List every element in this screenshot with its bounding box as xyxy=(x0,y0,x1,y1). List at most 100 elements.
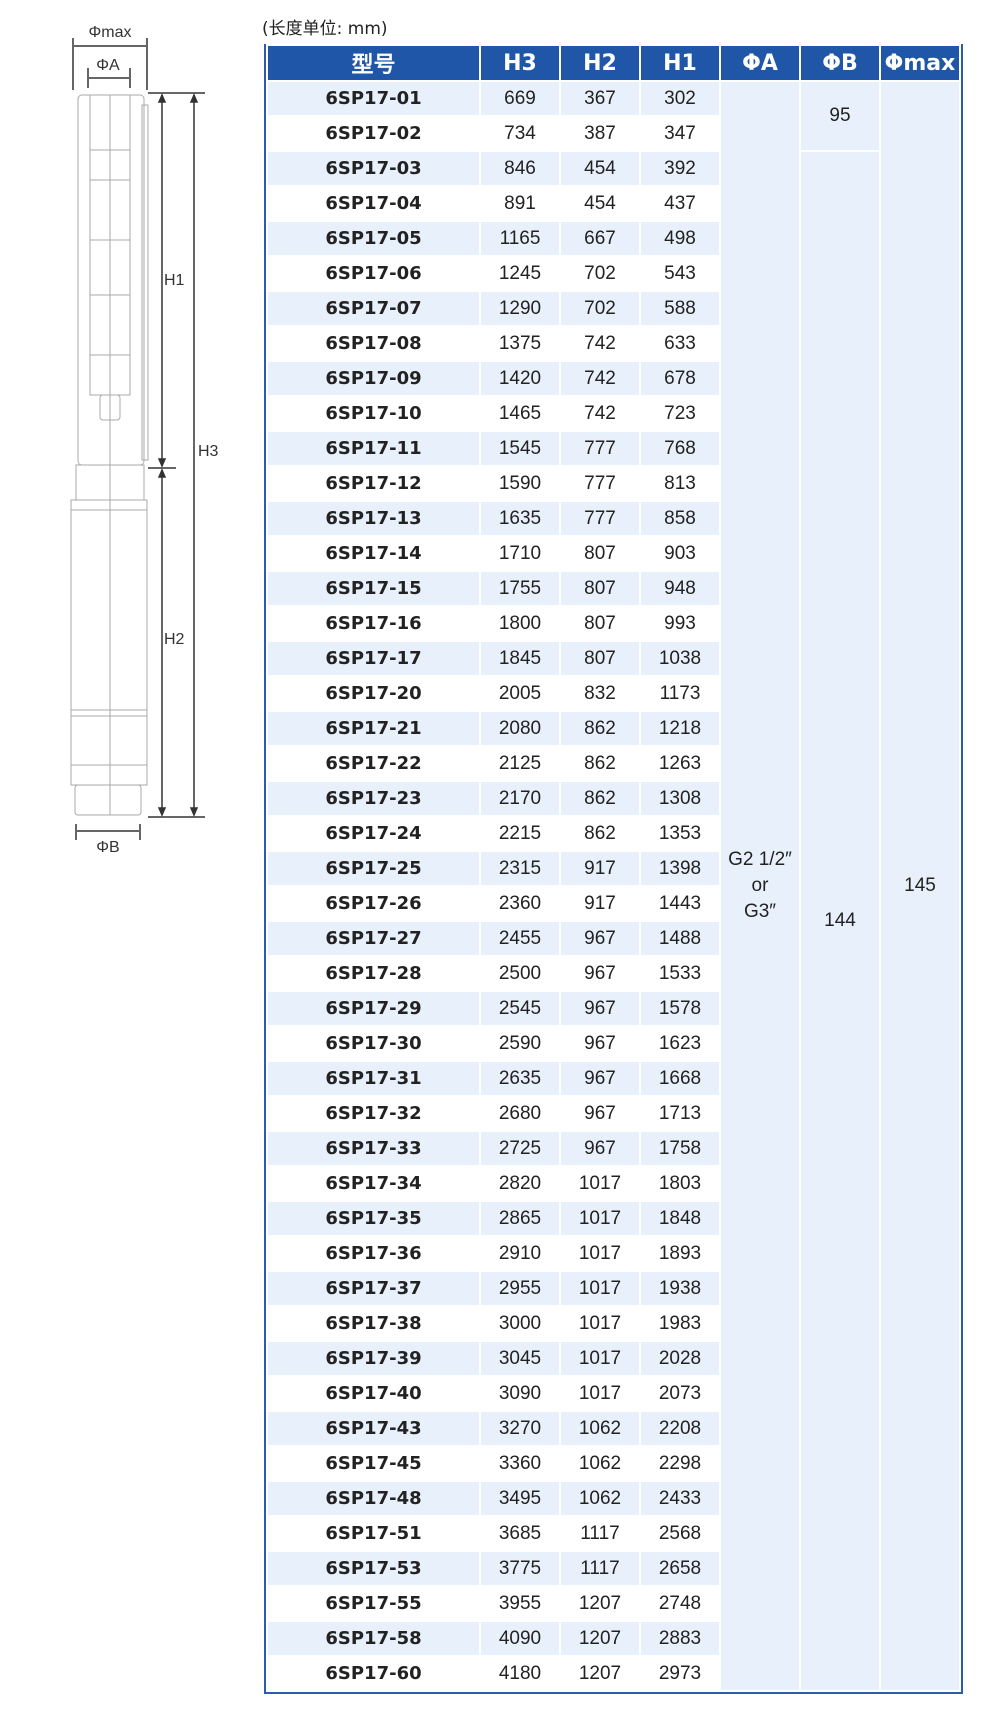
cell-h1: 1713 xyxy=(641,1097,719,1130)
cell-model: 6SP17-33 xyxy=(268,1132,479,1165)
cell-h2: 1017 xyxy=(561,1272,639,1305)
table-row: 6SP17-58 4090 1207 2883 xyxy=(268,1622,959,1655)
cell-h3: 2170 xyxy=(481,782,559,815)
table-row: 6SP17-20 2005 832 1173 xyxy=(268,677,959,710)
cell-model: 6SP17-29 xyxy=(268,992,479,1025)
cell-h2: 1017 xyxy=(561,1307,639,1340)
cell-h3: 3955 xyxy=(481,1587,559,1620)
cell-h1: 858 xyxy=(641,502,719,535)
table-row: 6SP17-09 1420 742 678 xyxy=(268,362,959,395)
cell-h3: 2725 xyxy=(481,1132,559,1165)
header-h3: H3 xyxy=(481,46,559,80)
phi-a-label: ΦA xyxy=(96,57,120,74)
cell-h2: 917 xyxy=(561,852,639,885)
cell-h3: 2865 xyxy=(481,1202,559,1235)
cell-phi-a: G2 1/2″ or G3″ xyxy=(721,82,799,1690)
cell-h3: 3685 xyxy=(481,1517,559,1550)
cell-h1: 2298 xyxy=(641,1447,719,1480)
cell-h3: 2545 xyxy=(481,992,559,1025)
table-row: 6SP17-23 2170 862 1308 xyxy=(268,782,959,815)
cell-h2: 1017 xyxy=(561,1342,639,1375)
table-row: 6SP17-38 3000 1017 1983 xyxy=(268,1307,959,1340)
cell-model: 6SP17-40 xyxy=(268,1377,479,1410)
cell-h3: 2360 xyxy=(481,887,559,920)
cell-h1: 1038 xyxy=(641,642,719,675)
cell-phi-b: 144 xyxy=(801,152,879,1690)
table-row: 6SP17-51 3685 1117 2568 xyxy=(268,1517,959,1550)
phi-a-text: or xyxy=(751,875,769,896)
cell-h1: 2433 xyxy=(641,1482,719,1515)
cell-model: 6SP17-39 xyxy=(268,1342,479,1375)
cell-h3: 3000 xyxy=(481,1307,559,1340)
cell-h1: 2028 xyxy=(641,1342,719,1375)
cell-h3: 1420 xyxy=(481,362,559,395)
cell-h3: 2635 xyxy=(481,1062,559,1095)
cell-h2: 454 xyxy=(561,152,639,185)
cell-h1: 1353 xyxy=(641,817,719,850)
phi-a-text: G2 1/2″ xyxy=(728,849,792,870)
cell-h3: 1545 xyxy=(481,432,559,465)
cell-h1: 588 xyxy=(641,292,719,325)
pump-dimension-diagram: Φmax ΦA ΦB H1 H2 H3 xyxy=(70,24,219,856)
cell-model: 6SP17-34 xyxy=(268,1167,479,1200)
cell-h2: 807 xyxy=(561,537,639,570)
cell-model: 6SP17-30 xyxy=(268,1027,479,1060)
cell-h1: 2658 xyxy=(641,1552,719,1585)
cell-h2: 387 xyxy=(561,117,639,150)
cell-h3: 3360 xyxy=(481,1447,559,1480)
cell-h2: 1117 xyxy=(561,1517,639,1550)
cell-h1: 1398 xyxy=(641,852,719,885)
cell-h3: 1845 xyxy=(481,642,559,675)
table-row: 6SP17-48 3495 1062 2433 xyxy=(268,1482,959,1515)
table-row: 6SP17-30 2590 967 1623 xyxy=(268,1027,959,1060)
dimension-table: 型号 H3 H2 H1 ΦA ΦB Φmax 6SP17-01 669 367 302… xyxy=(264,44,963,1694)
header-h2: H2 xyxy=(561,46,639,80)
cell-h2: 777 xyxy=(561,467,639,500)
cell-h2: 1117 xyxy=(561,1552,639,1585)
table-row: 6SP17-16 1800 807 993 xyxy=(268,607,959,640)
table-row: 6SP17-07 1290 702 588 xyxy=(268,292,959,325)
cell-h3: 2955 xyxy=(481,1272,559,1305)
cell-h2: 667 xyxy=(561,222,639,255)
cell-model: 6SP17-43 xyxy=(268,1412,479,1445)
cell-h3: 2455 xyxy=(481,922,559,955)
header-phi-a: ΦA xyxy=(721,46,799,80)
table-row: 6SP17-06 1245 702 543 xyxy=(268,257,959,290)
cell-h1: 723 xyxy=(641,397,719,430)
table-row: 6SP17-45 3360 1062 2298 xyxy=(268,1447,959,1480)
cell-h3: 2590 xyxy=(481,1027,559,1060)
cell-h2: 1207 xyxy=(561,1657,639,1690)
table-row: 6SP17-13 1635 777 858 xyxy=(268,502,959,535)
cell-h2: 1062 xyxy=(561,1482,639,1515)
header-phi-max: Φmax xyxy=(881,46,959,80)
cell-h2: 1017 xyxy=(561,1237,639,1270)
table-row: 6SP17-31 2635 967 1668 xyxy=(268,1062,959,1095)
cell-h1: 1668 xyxy=(641,1062,719,1095)
cell-model: 6SP17-09 xyxy=(268,362,479,395)
cell-model: 6SP17-31 xyxy=(268,1062,479,1095)
cell-h2: 742 xyxy=(561,397,639,430)
cell-h1: 2568 xyxy=(641,1517,719,1550)
cell-model: 6SP17-04 xyxy=(268,187,479,220)
table-row: 6SP17-28 2500 967 1533 xyxy=(268,957,959,990)
cell-h1: 1623 xyxy=(641,1027,719,1060)
cell-h3: 2910 xyxy=(481,1237,559,1270)
cell-h3: 891 xyxy=(481,187,559,220)
cell-model: 6SP17-16 xyxy=(268,607,479,640)
cell-h2: 967 xyxy=(561,957,639,990)
table-row: 6SP17-33 2725 967 1758 xyxy=(268,1132,959,1165)
cell-h2: 777 xyxy=(561,502,639,535)
cell-h2: 967 xyxy=(561,1027,639,1060)
cell-h2: 1207 xyxy=(561,1622,639,1655)
table-row: 6SP17-27 2455 967 1488 xyxy=(268,922,959,955)
cell-h1: 1488 xyxy=(641,922,719,955)
cell-h2: 1017 xyxy=(561,1202,639,1235)
cell-h2: 967 xyxy=(561,1132,639,1165)
cell-h1: 1983 xyxy=(641,1307,719,1340)
cell-h2: 742 xyxy=(561,327,639,360)
cell-h3: 1165 xyxy=(481,222,559,255)
table-row: 6SP17-24 2215 862 1353 xyxy=(268,817,959,850)
cell-h2: 967 xyxy=(561,922,639,955)
table-row: 6SP17-32 2680 967 1713 xyxy=(268,1097,959,1130)
cell-h1: 2973 xyxy=(641,1657,719,1690)
